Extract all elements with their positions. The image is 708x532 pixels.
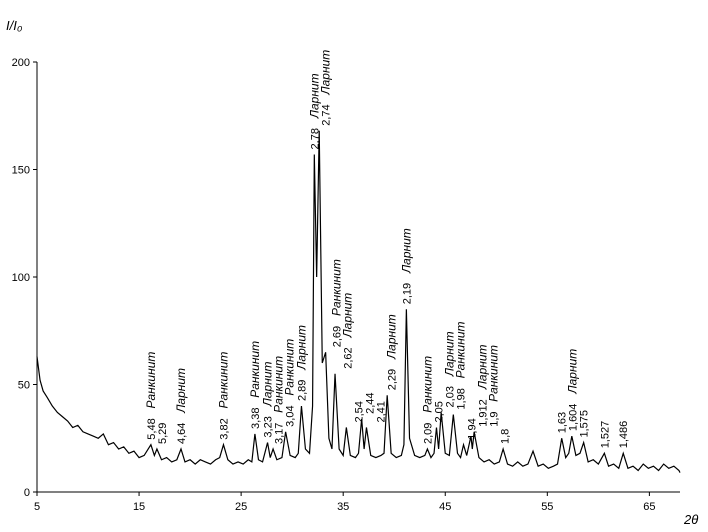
- peak-label: 2,89: [296, 380, 308, 401]
- peak-label: 2,74: [320, 104, 332, 125]
- peak-label: 2,78: [309, 128, 321, 149]
- x-tick-label: 65: [643, 501, 655, 513]
- y-tick-label: 200: [12, 57, 30, 69]
- peak-label: 2,09: [422, 423, 434, 444]
- x-tick-label: 45: [439, 501, 451, 513]
- peak-label: 2,05: [433, 401, 445, 422]
- x-axis-label: 2θ: [683, 512, 698, 527]
- phase-label: Ранкинит: [216, 352, 230, 409]
- phase-label: Ранкинит: [329, 259, 343, 316]
- phase-label: Ларнит: [307, 73, 321, 119]
- peak-label: 2,41: [375, 401, 387, 422]
- peak-label: 3,17: [274, 423, 286, 444]
- x-tick-label: 5: [34, 501, 40, 513]
- phase-label: Ранкинит: [272, 356, 286, 413]
- peak-label: 1,604: [568, 404, 580, 432]
- peak-label: 3,38: [250, 408, 262, 429]
- x-tick-label: 15: [133, 501, 145, 513]
- x-tick-label: 25: [235, 501, 247, 513]
- phase-label: Ларнит: [294, 325, 308, 371]
- peak-label: 3,23: [263, 416, 275, 437]
- phase-label: Ларнит: [261, 361, 275, 407]
- peak-label: 1,9: [488, 412, 500, 427]
- x-tick-label: 35: [337, 501, 349, 513]
- diffraction-line: [36, 130, 681, 473]
- phase-label: Ларнит: [442, 331, 456, 377]
- phase-label: Ларнит: [384, 314, 398, 360]
- y-tick-label: 50: [18, 380, 30, 392]
- peak-label: 2,29: [386, 369, 398, 390]
- phase-label: Ранкинит: [486, 345, 500, 402]
- peak-label: 3,04: [285, 405, 297, 426]
- peak-label: 5,29: [157, 423, 169, 444]
- y-tick-label: 150: [12, 165, 30, 177]
- peak-label: 2,19: [401, 283, 413, 304]
- x-tick-label: 55: [541, 501, 553, 513]
- y-tick-label: 100: [12, 272, 30, 284]
- peak-label: 1,8: [499, 429, 511, 444]
- peak-label: 1,63: [557, 412, 569, 433]
- peak-label: 4,64: [176, 423, 188, 444]
- phase-label: Ранкинит: [453, 321, 467, 378]
- peak-label: 1,94: [466, 418, 478, 439]
- peak-label: 1,912: [477, 399, 489, 427]
- peak-label: 1,98: [455, 388, 467, 409]
- peak-label: 2,69: [331, 326, 343, 347]
- peak-label: 3,82: [218, 418, 230, 439]
- peak-label: 1,575: [579, 410, 591, 438]
- peak-label: 1,527: [599, 421, 611, 449]
- peak-label: 2,62: [342, 347, 354, 368]
- y-axis-label: I/I₀: [6, 18, 23, 33]
- peak-label: 2,54: [353, 401, 365, 422]
- phase-label: Ларнит: [174, 368, 188, 414]
- phase-label: Ларнит: [399, 228, 413, 274]
- phase-label: Ранкинит: [248, 341, 262, 398]
- phase-label: Ларнит: [566, 349, 580, 395]
- phase-label: Ранкинит: [283, 339, 297, 396]
- phase-label: Ларнит: [318, 50, 332, 96]
- peak-label: 1,486: [618, 421, 630, 449]
- phase-label: Ларнит: [475, 344, 489, 390]
- peak-label: 2,03: [444, 386, 456, 407]
- peak-label: 5,48: [146, 418, 158, 439]
- peak-label: 2,44: [364, 392, 376, 413]
- phase-label: Ларнит: [340, 293, 354, 339]
- y-tick-label: 0: [24, 487, 30, 499]
- phase-label: Ранкинит: [144, 352, 158, 409]
- phase-label: Ранкинит: [420, 356, 434, 413]
